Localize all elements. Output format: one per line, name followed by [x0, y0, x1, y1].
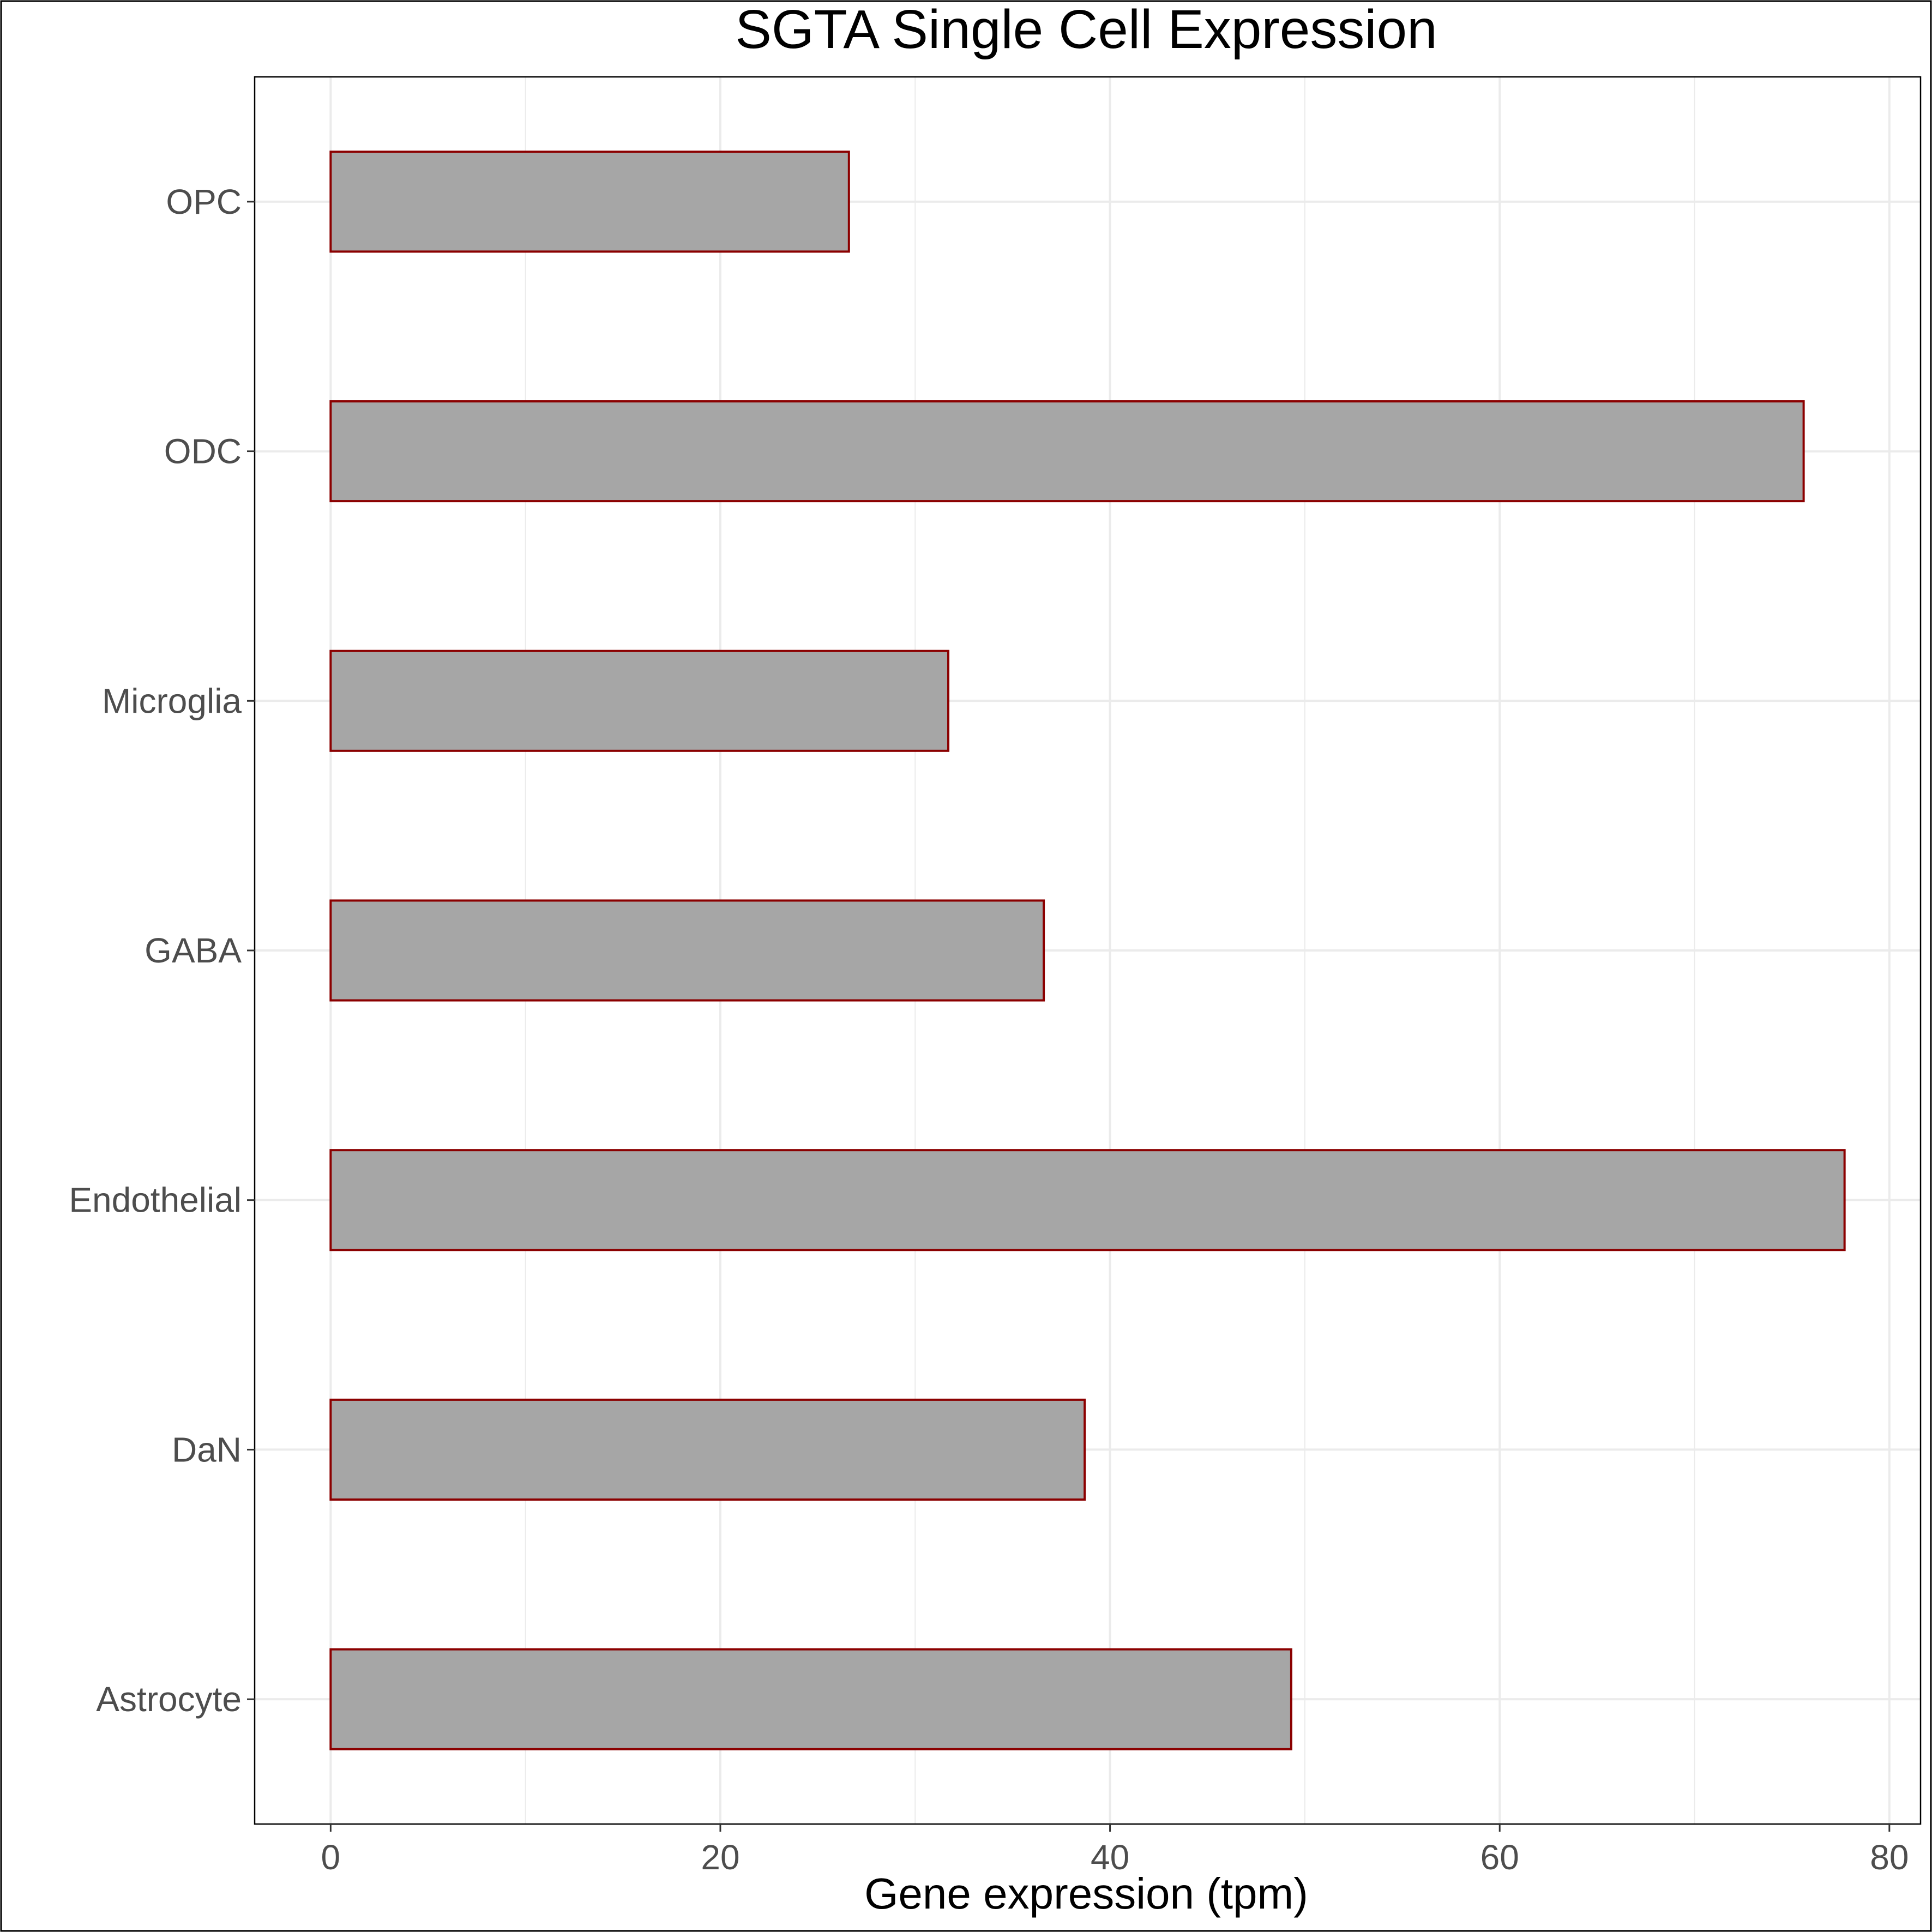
y-tick-label: Endothelial: [69, 1181, 242, 1220]
bar-microglia: [329, 649, 950, 752]
bar-opc: [329, 151, 850, 253]
y-tick-label: OPC: [166, 182, 242, 221]
x-tick-label: 0: [321, 1838, 341, 1877]
bar-dan: [329, 1398, 1086, 1501]
chart-title: SGTA Single Cell Expression: [735, 0, 1437, 60]
x-axis-title: Gene expression (tpm): [864, 1869, 1308, 1918]
y-tick-label: ODC: [164, 432, 242, 471]
bar-astrocyte: [329, 1648, 1292, 1750]
y-tick-label: GABA: [145, 931, 242, 970]
y-tick-label: Microglia: [102, 681, 242, 720]
x-tick-label: 80: [1870, 1838, 1909, 1877]
x-tick-label: 20: [701, 1838, 739, 1877]
bars-group: [329, 151, 1846, 1750]
bar-odc: [329, 400, 1805, 503]
bar-endothelial: [329, 1149, 1846, 1251]
y-tick-label: DaN: [172, 1430, 242, 1469]
y-axis-ticks: Astrocyte DaN Endothelial GABA Microglia ODC O…: [69, 182, 255, 1719]
bar-gaba: [329, 899, 1045, 1002]
x-tick-label: 40: [1091, 1838, 1129, 1877]
x-axis-ticks: 0 20 40 60 80: [321, 1824, 1909, 1877]
y-tick-label: Astrocyte: [96, 1680, 242, 1719]
x-tick-label: 60: [1480, 1838, 1519, 1877]
